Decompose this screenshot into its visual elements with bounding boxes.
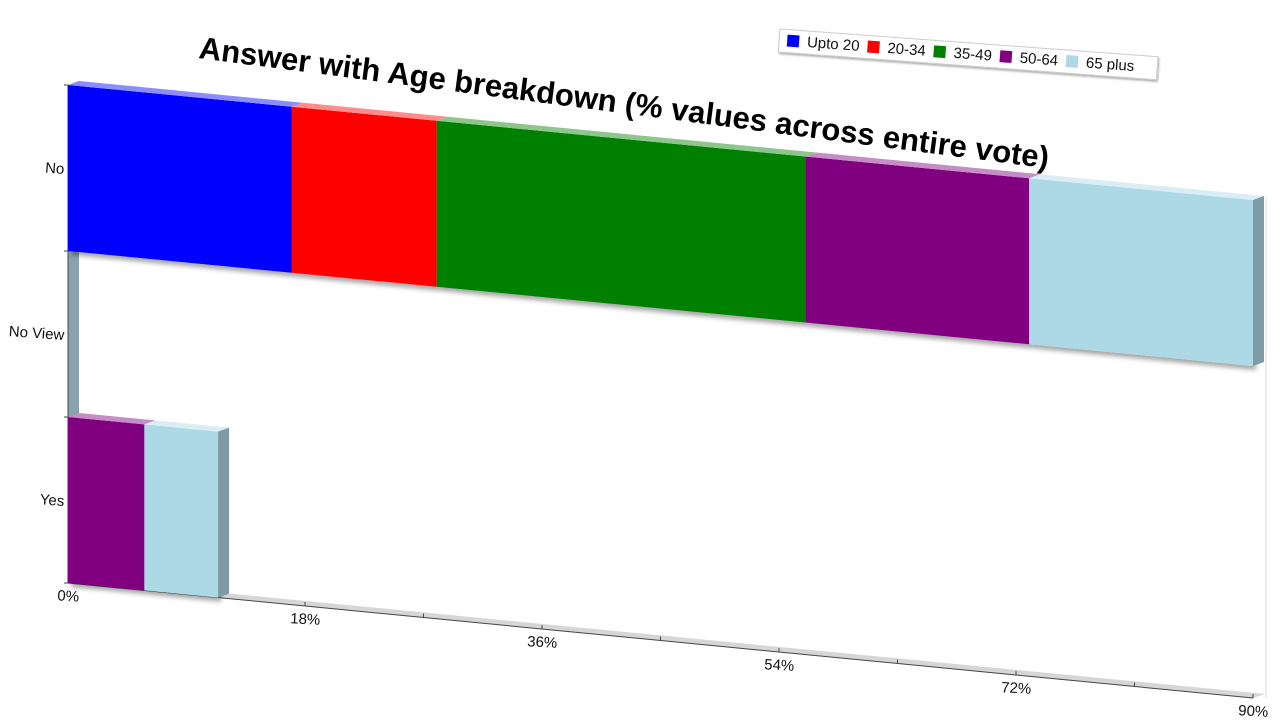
bar-segment bbox=[68, 417, 145, 591]
category-label: No View bbox=[8, 323, 65, 344]
bar-side bbox=[1253, 196, 1264, 366]
legend-label: 65 plus bbox=[1085, 55, 1134, 75]
legend-label: 50-64 bbox=[1019, 50, 1059, 70]
bar-side bbox=[218, 427, 230, 598]
legend-label: 20-34 bbox=[887, 40, 927, 60]
bar-segment bbox=[144, 424, 219, 598]
x-tick-label: 90% bbox=[1238, 702, 1269, 720]
bar-segment-top bbox=[1029, 174, 1264, 200]
x-tick-label: 36% bbox=[527, 633, 558, 652]
bars-group bbox=[68, 81, 1264, 598]
bar-segment bbox=[291, 106, 437, 287]
x-tick-label: 0% bbox=[57, 587, 80, 605]
legend-label: Upto 20 bbox=[806, 34, 860, 55]
x-tick-labels: 0% 18% 36% 54% 72% 90% bbox=[57, 587, 1269, 720]
x-tick-label: 54% bbox=[764, 656, 795, 675]
legend-swatch bbox=[1065, 55, 1079, 68]
legend: Upto 20 20-34 35-49 50-64 65 plus bbox=[777, 28, 1159, 81]
bar-segment-top bbox=[436, 116, 817, 157]
bar-segment-top bbox=[68, 413, 156, 425]
category-label: No bbox=[45, 160, 65, 178]
legend-items: Upto 20 20-34 35-49 50-64 65 plus bbox=[786, 34, 1135, 75]
bar-segment bbox=[805, 156, 1030, 345]
legend-swatch bbox=[933, 45, 947, 59]
floor-strip bbox=[68, 579, 1265, 698]
category-labels: No No View Yes bbox=[8, 160, 65, 510]
legend-swatch bbox=[786, 34, 800, 48]
bar-segment-top bbox=[805, 152, 1041, 179]
legend-swatch bbox=[999, 50, 1013, 64]
bar-segment bbox=[436, 120, 806, 323]
bar-segment bbox=[1029, 178, 1253, 366]
bar-segment-top bbox=[291, 102, 448, 121]
bar-segment bbox=[68, 85, 292, 273]
category-label: Yes bbox=[39, 491, 65, 510]
legend-swatch bbox=[867, 40, 880, 54]
x-tick-label: 18% bbox=[290, 610, 321, 629]
x-tick-label: 72% bbox=[1001, 679, 1032, 698]
bar-segment-top bbox=[144, 420, 230, 432]
legend-label: 35-49 bbox=[953, 45, 993, 65]
bar-segment-top bbox=[68, 81, 303, 107]
